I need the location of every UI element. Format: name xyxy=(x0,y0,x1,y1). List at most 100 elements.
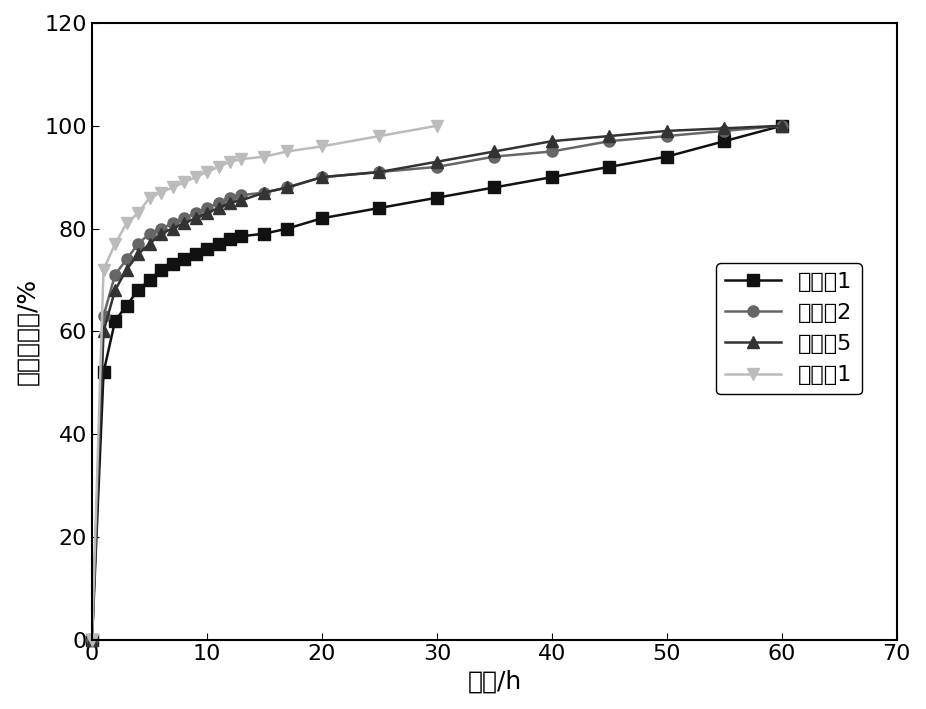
实施例1 xyxy=(190,250,201,259)
实施例2 xyxy=(236,191,247,199)
实施例2 xyxy=(432,162,443,171)
实施例1 xyxy=(661,152,672,161)
实施例1 xyxy=(282,224,293,233)
实施例2 xyxy=(546,147,557,156)
对比例1 xyxy=(202,168,213,177)
Line: 对比例1: 对比例1 xyxy=(86,121,443,645)
对比例1 xyxy=(179,178,190,186)
实施例1 xyxy=(776,121,787,130)
实施例1 xyxy=(317,214,328,223)
对比例1 xyxy=(121,219,132,228)
实施例5 xyxy=(202,209,213,218)
对比例1 xyxy=(98,265,109,274)
实施例5 xyxy=(661,127,672,135)
实施例1 xyxy=(156,265,167,274)
对比例1 xyxy=(236,155,247,163)
Line: 实施例1: 实施例1 xyxy=(86,121,787,645)
对比例1 xyxy=(156,189,167,197)
实施例5 xyxy=(236,196,247,204)
实施例1 xyxy=(432,194,443,202)
实施例1 xyxy=(719,137,730,145)
实施例5 xyxy=(776,121,787,130)
实施例2 xyxy=(109,271,120,279)
实施例5 xyxy=(282,183,293,191)
实施例2 xyxy=(317,173,328,182)
实施例2 xyxy=(179,214,190,223)
X-axis label: 时间/h: 时间/h xyxy=(468,670,521,694)
实施例2 xyxy=(259,189,270,197)
Y-axis label: 累计释放量/%: 累计释放量/% xyxy=(15,278,39,385)
实施例5 xyxy=(719,124,730,133)
对比例1 xyxy=(109,240,120,248)
对比例1 xyxy=(213,162,224,171)
实施例5 xyxy=(317,173,328,182)
实施例2 xyxy=(604,137,615,145)
对比例1 xyxy=(167,183,178,191)
实施例5 xyxy=(167,224,178,233)
Line: 实施例5: 实施例5 xyxy=(86,121,787,645)
实施例1 xyxy=(109,317,120,325)
实施例1 xyxy=(202,245,213,253)
实施例2 xyxy=(121,255,132,264)
实施例5 xyxy=(374,168,385,177)
实施例2 xyxy=(489,152,500,161)
对比例1 xyxy=(132,209,144,218)
实施例5 xyxy=(86,635,97,644)
实施例1 xyxy=(259,230,270,238)
对比例1 xyxy=(374,132,385,140)
对比例1 xyxy=(432,121,443,130)
对比例1 xyxy=(317,142,328,150)
实施例2 xyxy=(190,209,201,218)
实施例5 xyxy=(98,327,109,335)
实施例2 xyxy=(776,121,787,130)
实施例1 xyxy=(167,260,178,269)
实施例2 xyxy=(213,199,224,207)
对比例1 xyxy=(86,635,97,644)
实施例1 xyxy=(144,276,155,284)
对比例1 xyxy=(224,157,235,166)
实施例5 xyxy=(132,250,144,259)
实施例1 xyxy=(374,203,385,212)
实施例5 xyxy=(432,157,443,166)
实施例1 xyxy=(604,162,615,171)
实施例2 xyxy=(202,203,213,212)
对比例1 xyxy=(259,152,270,161)
实施例2 xyxy=(132,240,144,248)
实施例2 xyxy=(719,127,730,135)
实施例1 xyxy=(224,235,235,243)
Legend: 实施例1, 实施例2, 实施例5, 对比例1: 实施例1, 实施例2, 实施例5, 对比例1 xyxy=(716,263,861,394)
实施例2 xyxy=(374,168,385,177)
实施例5 xyxy=(121,265,132,274)
对比例1 xyxy=(282,147,293,156)
实施例2 xyxy=(167,219,178,228)
实施例2 xyxy=(282,183,293,191)
实施例5 xyxy=(224,199,235,207)
实施例1 xyxy=(546,173,557,182)
实施例5 xyxy=(489,147,500,156)
实施例5 xyxy=(546,137,557,145)
实施例5 xyxy=(156,230,167,238)
实施例1 xyxy=(236,232,247,240)
实施例2 xyxy=(661,132,672,140)
实施例5 xyxy=(213,203,224,212)
实施例2 xyxy=(224,194,235,202)
实施例2 xyxy=(98,312,109,320)
实施例2 xyxy=(86,635,97,644)
实施例1 xyxy=(121,301,132,310)
实施例2 xyxy=(144,230,155,238)
实施例1 xyxy=(179,255,190,264)
实施例5 xyxy=(604,132,615,140)
实施例5 xyxy=(109,286,120,294)
实施例5 xyxy=(179,219,190,228)
实施例5 xyxy=(190,214,201,223)
实施例5 xyxy=(144,240,155,248)
Line: 实施例2: 实施例2 xyxy=(86,121,787,645)
实施例1 xyxy=(213,240,224,248)
实施例1 xyxy=(489,183,500,191)
实施例5 xyxy=(259,189,270,197)
实施例2 xyxy=(156,224,167,233)
对比例1 xyxy=(190,173,201,182)
实施例1 xyxy=(98,368,109,376)
实施例1 xyxy=(132,286,144,294)
实施例1 xyxy=(86,635,97,644)
